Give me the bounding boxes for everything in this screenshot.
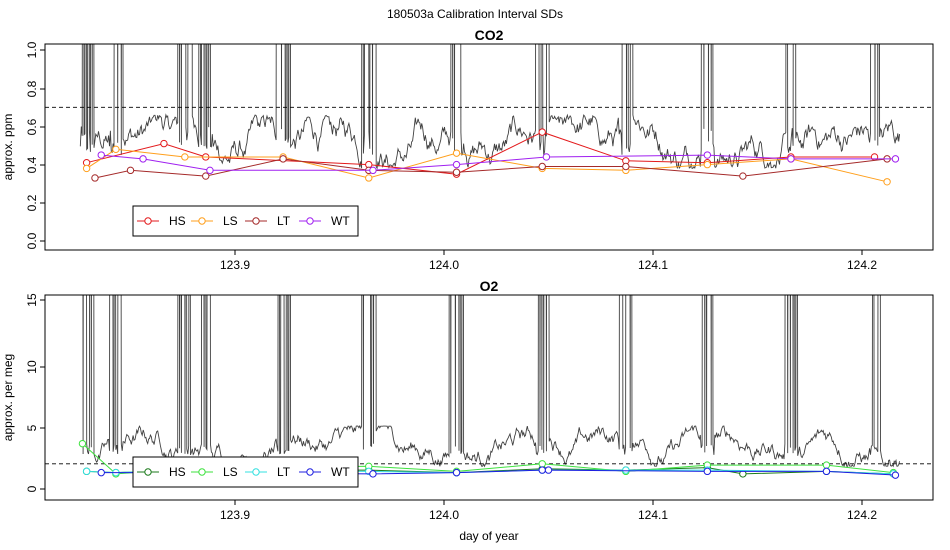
point-wt xyxy=(206,166,214,175)
legend-label: LT xyxy=(277,214,291,228)
y-tick-label: 0.0 xyxy=(25,232,39,249)
point-ls xyxy=(181,153,189,161)
x-tick-label: 124.2 xyxy=(847,508,877,522)
x-tick-label: 124.0 xyxy=(429,508,459,522)
y-tick-label: 0.4 xyxy=(25,156,39,173)
legend-label: LS xyxy=(223,465,238,479)
point-hs xyxy=(538,128,546,136)
point-lt xyxy=(452,168,461,176)
y-axis-label: approx. per meg xyxy=(1,354,15,441)
y-tick-label: 0.8 xyxy=(25,80,39,97)
legend-label: LT xyxy=(277,465,291,479)
x-tick-label: 124.2 xyxy=(847,258,877,272)
figure-title: 180503a Calibration Interval SDs xyxy=(387,7,563,21)
point-wt xyxy=(787,155,795,163)
point-wt xyxy=(891,155,900,163)
x-tick-label: 124.1 xyxy=(638,258,668,272)
legend-marker xyxy=(198,468,206,476)
point-wt xyxy=(97,468,105,477)
legend-marker xyxy=(252,468,260,476)
legend: HS LS LT WT xyxy=(132,456,359,488)
point-lt xyxy=(279,155,287,163)
y-tick-label: 0.2 xyxy=(25,194,39,211)
y-tick-label: 0.6 xyxy=(25,118,39,135)
point-ls xyxy=(365,174,373,182)
point-lt xyxy=(202,172,210,180)
point-wt xyxy=(452,160,461,169)
legend-marker xyxy=(144,217,152,225)
legend: HS LS LT WT xyxy=(132,205,359,237)
x-axis-label: day of year xyxy=(459,529,518,543)
series-line-hs xyxy=(86,131,875,175)
point-ls xyxy=(82,164,91,173)
legend-label: WT xyxy=(331,465,350,479)
point-wt xyxy=(452,468,461,477)
point-wt xyxy=(542,153,551,161)
background-trace xyxy=(82,295,901,468)
legend-label: HS xyxy=(169,465,186,479)
point-lt xyxy=(91,174,99,182)
point-wt xyxy=(891,471,900,479)
series-line-lt xyxy=(94,158,888,179)
legend-marker xyxy=(144,468,152,476)
point-lt xyxy=(739,172,747,180)
point-lt xyxy=(622,466,630,474)
plot-frame xyxy=(44,43,934,251)
point-wt xyxy=(822,467,831,476)
x-tick-label: 124.1 xyxy=(638,508,668,522)
plot-frame xyxy=(44,294,934,501)
legend-marker xyxy=(306,217,314,225)
x-tick-label: 123.9 xyxy=(220,258,250,272)
y-tick-label: 1.0 xyxy=(25,41,39,58)
legend-label: LS xyxy=(223,214,238,228)
panel-co2: CO2 0.0 0.2 0.4 0.6 0.8 1.0 123.9 124.0 124.1 124.… xyxy=(1,27,934,272)
y-tick-label: 5 xyxy=(25,424,39,431)
point-wt xyxy=(139,155,147,163)
point-hs xyxy=(160,139,168,148)
point-wt xyxy=(703,467,712,476)
panel-title: CO2 xyxy=(475,27,504,43)
plot-area xyxy=(45,44,933,186)
point-ls xyxy=(883,178,891,186)
point-wt xyxy=(369,470,377,478)
point-ls xyxy=(822,461,831,469)
x-tick-label: 123.9 xyxy=(220,508,250,522)
point-lt xyxy=(622,162,630,171)
point-wt xyxy=(538,466,546,474)
point-lt xyxy=(538,162,546,171)
point-wt xyxy=(544,466,553,474)
point-wt xyxy=(369,166,377,175)
point-ls xyxy=(703,160,712,169)
point-wt xyxy=(703,151,712,159)
point-ls xyxy=(452,149,461,157)
legend-marker xyxy=(306,468,314,476)
y-tick-label: 15 xyxy=(25,293,39,307)
x-tick-label: 124.0 xyxy=(429,258,459,272)
panel-title: O2 xyxy=(480,278,499,294)
y-tick-label: 10 xyxy=(25,360,39,374)
y-axis-label: approx. ppm xyxy=(1,114,15,181)
panel-o2: O2 0 5 10 15 123.9 124.0 124.1 124.2 approx. per … xyxy=(1,278,934,543)
legend-marker xyxy=(252,217,260,225)
legend-label: WT xyxy=(331,214,350,228)
point-lt xyxy=(82,467,91,476)
background-trace xyxy=(79,44,901,170)
point-lt xyxy=(126,166,135,175)
legend-marker xyxy=(198,217,206,225)
legend-label: HS xyxy=(169,214,186,228)
y-tick-label: 0 xyxy=(25,485,39,492)
point-wt xyxy=(97,151,105,159)
point-ls xyxy=(538,460,546,468)
point-ls xyxy=(112,145,120,154)
point-ls xyxy=(78,439,87,448)
